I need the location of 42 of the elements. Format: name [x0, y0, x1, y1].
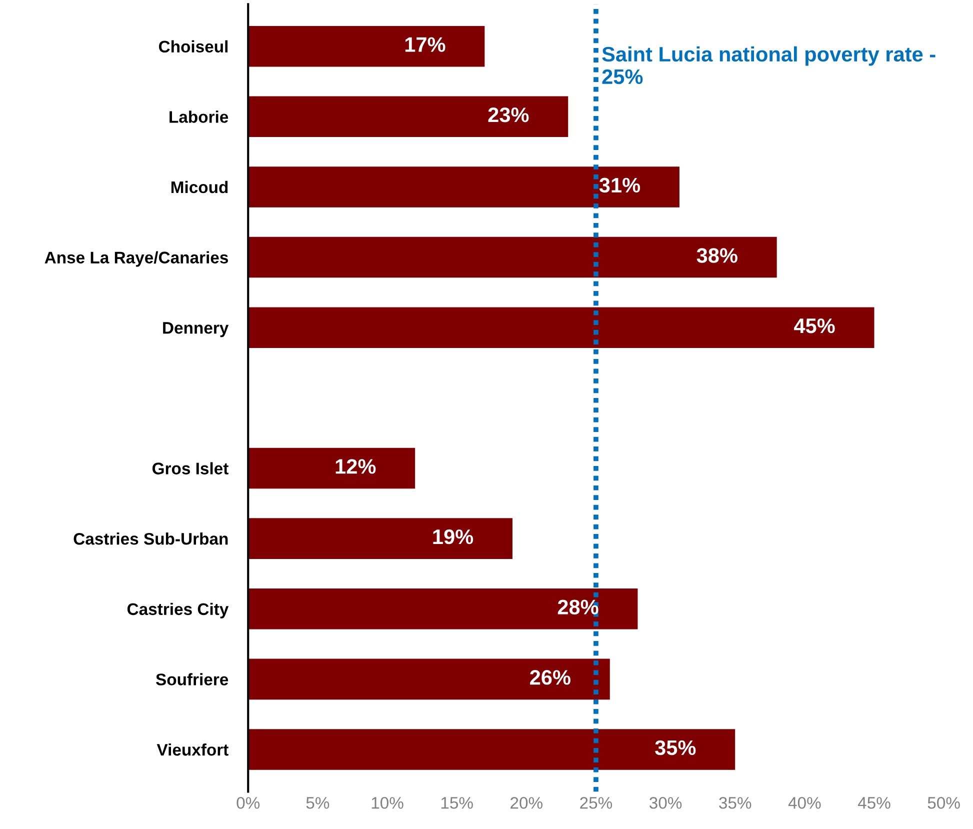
data-label: 26% — [530, 670, 570, 685]
bar — [248, 448, 416, 489]
y-tick-label: Soufriere — [156, 673, 228, 686]
x-tick-label: 45% — [858, 797, 890, 809]
x-tick-label: 30% — [649, 796, 682, 809]
bar — [248, 658, 610, 700]
bar — [248, 518, 512, 559]
x-tick-label: 20% — [510, 796, 542, 809]
y-tick-label: Anse La Raye/Canaries — [44, 251, 228, 267]
x-tick-label: 10% — [372, 796, 404, 809]
data-label: 28% — [558, 600, 598, 614]
data-label: 45% — [794, 318, 835, 334]
data-label: 12% — [336, 459, 376, 474]
bar — [248, 96, 568, 138]
data-label: 23% — [488, 107, 529, 122]
bar — [248, 26, 485, 67]
x-tick-label: 5% — [306, 797, 330, 809]
y-tick-label: Vieuxfort — [156, 743, 228, 756]
x-tick-label: 40% — [788, 796, 821, 809]
bar — [248, 729, 736, 770]
data-label: 17% — [405, 37, 446, 52]
x-tick-label: 50% — [928, 796, 960, 809]
y-tick-label: Castries City — [127, 602, 229, 618]
bar — [248, 166, 680, 208]
x-tick-label: 0% — [236, 796, 260, 809]
data-label: 19% — [433, 529, 474, 544]
y-tick-label: Gros Islet — [152, 462, 228, 474]
ref-line-label: Saint Lucia national poverty rate - 25% — [602, 46, 936, 84]
x-tick-label: 15% — [441, 797, 473, 809]
y-tick-label: Castries Sub-Urban — [74, 532, 228, 545]
data-label: 31% — [599, 178, 640, 193]
data-label: 38% — [696, 248, 738, 263]
y-tick-label: Micoud — [171, 180, 228, 194]
y-tick-label: Choiseul — [158, 40, 228, 53]
bar — [248, 588, 638, 630]
bar — [248, 307, 874, 348]
data-label: 35% — [655, 740, 696, 756]
y-tick-label: Dennery — [163, 322, 229, 338]
x-tick-label: 25% — [580, 796, 612, 809]
y-tick-label: Laborie — [170, 110, 228, 123]
x-tick-label: 35% — [719, 796, 752, 809]
bar — [248, 236, 777, 278]
